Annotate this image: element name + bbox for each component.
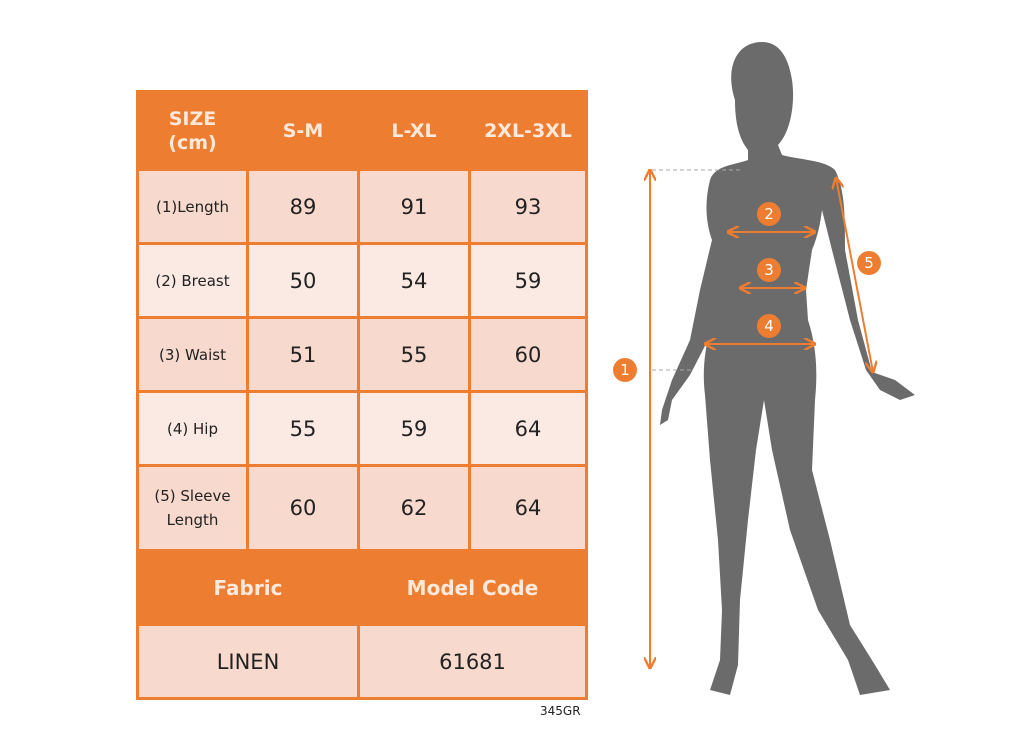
female-silhouette (660, 42, 915, 695)
table-row: (1)Length 89 91 93 (136, 168, 588, 245)
size-header: S-M (246, 90, 360, 171)
size-header: 2XL-3XL (468, 90, 588, 171)
size-header: L-XL (357, 90, 471, 171)
cell-value: 55 (357, 316, 471, 393)
size-unit-header: SIZE (cm) (136, 90, 249, 171)
cell-value: 50 (246, 242, 360, 319)
cell-value: 60 (468, 316, 588, 393)
cell-value: 89 (246, 168, 360, 245)
table-row: (3) Waist 51 55 60 (136, 316, 588, 393)
cell-value: 55 (246, 390, 360, 467)
cell-value: 60 (246, 464, 360, 552)
cell-value: 64 (468, 390, 588, 467)
fabric-value: LINEN (136, 623, 360, 700)
marker-5 (857, 251, 881, 275)
product-code: 345GR (540, 704, 581, 718)
marker-1-label: 1 (620, 361, 630, 379)
cell-value: 64 (468, 464, 588, 552)
sleeve-arrow (836, 178, 873, 372)
row-label: (5) Sleeve Length (136, 464, 249, 552)
marker-4-label: 4 (764, 317, 774, 335)
table-row: (2) Breast 50 54 59 (136, 242, 588, 319)
size-chart-table: SIZE (cm) S-M L-XL 2XL-3XL (1)Length 89 … (136, 90, 588, 700)
row-label: (4) Hip (136, 390, 249, 467)
cell-value: 93 (468, 168, 588, 245)
cell-value: 54 (357, 242, 471, 319)
marker-3-label: 3 (764, 261, 774, 279)
cell-value: 91 (357, 168, 471, 245)
cell-value: 59 (468, 242, 588, 319)
row-label: (2) Breast (136, 242, 249, 319)
marker-2-label: 2 (764, 205, 774, 223)
cell-value: 62 (357, 464, 471, 552)
model-code-header: Model Code (357, 549, 588, 626)
table-row: (5) Sleeve Length 60 62 64 (136, 464, 588, 552)
header-row: SIZE (cm) S-M L-XL 2XL-3XL (136, 90, 588, 171)
cell-value: 59 (357, 390, 471, 467)
table-row: (4) Hip 55 59 64 (136, 390, 588, 467)
marker-1 (613, 358, 637, 382)
model-code-value: 61681 (357, 623, 588, 700)
fabric-header: Fabric (136, 549, 360, 626)
marker-5-label: 5 (864, 254, 874, 272)
marker-3 (757, 258, 781, 282)
marker-2 (757, 202, 781, 226)
footer-header-row: Fabric Model Code (136, 549, 588, 626)
row-label: (1)Length (136, 168, 249, 245)
footer-value-row: LINEN 61681 (136, 623, 588, 700)
row-label: (3) Waist (136, 316, 249, 393)
marker-4 (757, 314, 781, 338)
cell-value: 51 (246, 316, 360, 393)
measurement-markers (613, 202, 881, 382)
